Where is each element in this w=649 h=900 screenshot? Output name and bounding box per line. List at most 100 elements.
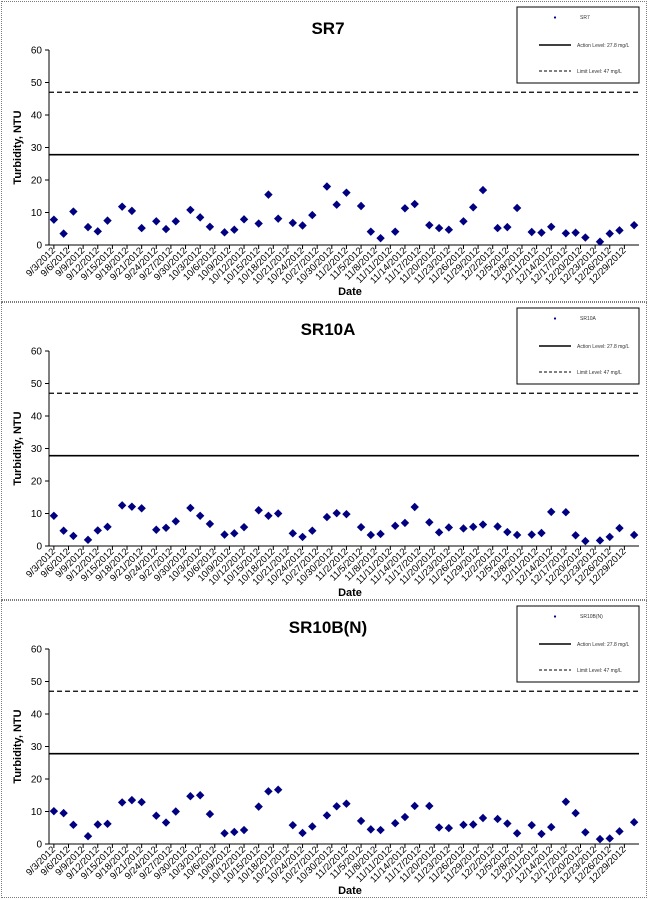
x-axis-label: Date bbox=[338, 587, 362, 599]
data-point bbox=[410, 199, 419, 209]
data-point bbox=[547, 222, 556, 231]
legend-label: Action Level: 27.8 mg/L bbox=[577, 344, 629, 350]
data-point bbox=[478, 185, 488, 195]
data-point bbox=[376, 825, 385, 835]
data-point bbox=[117, 202, 127, 211]
data-point bbox=[561, 508, 571, 517]
chart-panel-sr7: SR7 0 10 20 30 40 50 60 9/3/2012 9/6/2012 9/9/2012… bbox=[1, 1, 647, 302]
legend-label: Limit Level: 47 mg/L bbox=[577, 370, 622, 376]
data-point bbox=[117, 501, 127, 510]
y-tick-label: 40 bbox=[31, 710, 43, 721]
data-point bbox=[195, 511, 205, 520]
chart-panel-sr10b-n: SR10B(N) 0 10 20 30 40 50 60 9/3/2012 9/6/2012 9/9… bbox=[1, 600, 647, 898]
data-point bbox=[239, 522, 249, 532]
y-axis-label: Turbidity, NTU bbox=[12, 709, 24, 783]
data-point bbox=[444, 225, 454, 234]
data-point bbox=[288, 218, 298, 228]
data-point bbox=[83, 535, 93, 545]
legend-marker bbox=[553, 317, 557, 320]
data-point bbox=[152, 217, 161, 226]
data-point bbox=[171, 217, 180, 226]
data-point bbox=[512, 829, 522, 838]
data-point bbox=[390, 227, 400, 236]
data-point bbox=[161, 818, 171, 827]
data-point bbox=[527, 820, 536, 830]
y-tick-label: 30 bbox=[31, 444, 43, 455]
data-point bbox=[186, 205, 195, 215]
data-point bbox=[220, 530, 229, 539]
data-point bbox=[117, 798, 127, 807]
data-point bbox=[493, 814, 502, 824]
y-axis-label: Turbidity, NTU bbox=[12, 110, 24, 184]
y-tick-label: 0 bbox=[36, 241, 42, 252]
chart-sr7: SR701020304050609/3/20129/6/20129/9/2012… bbox=[12, 6, 640, 298]
data-point bbox=[239, 215, 249, 224]
legend-label: Action Level: 27.8 mg/L bbox=[577, 642, 629, 648]
data-point bbox=[469, 522, 478, 532]
data-point bbox=[459, 217, 468, 226]
data-point bbox=[322, 512, 332, 522]
data-point bbox=[434, 528, 444, 537]
data-point bbox=[561, 229, 571, 238]
y-tick-label: 20 bbox=[31, 477, 43, 488]
data-point bbox=[152, 525, 161, 534]
data-point bbox=[512, 203, 522, 213]
data-point bbox=[137, 504, 146, 513]
data-point bbox=[171, 807, 180, 816]
data-point bbox=[410, 502, 419, 512]
data-point bbox=[239, 825, 249, 835]
data-point bbox=[161, 224, 171, 234]
data-point bbox=[254, 506, 263, 515]
data-point bbox=[264, 787, 273, 796]
data-point bbox=[512, 530, 522, 540]
data-point bbox=[264, 190, 273, 199]
data-point bbox=[93, 227, 102, 236]
data-point bbox=[547, 507, 556, 517]
chart-sr10b-n: SR10B(N)01020304050609/3/20129/6/20129/9… bbox=[12, 605, 640, 897]
data-point bbox=[127, 206, 137, 216]
data-point bbox=[152, 811, 161, 820]
data-point bbox=[205, 222, 215, 231]
data-point bbox=[49, 806, 59, 816]
data-point bbox=[137, 797, 146, 807]
data-point bbox=[254, 219, 263, 228]
data-point bbox=[195, 791, 205, 800]
data-point bbox=[288, 820, 298, 830]
data-point bbox=[342, 509, 351, 519]
data-point bbox=[390, 819, 400, 828]
y-tick-label: 60 bbox=[31, 347, 43, 358]
data-point bbox=[503, 819, 512, 828]
data-point bbox=[137, 223, 146, 233]
data-point bbox=[220, 829, 229, 838]
data-point bbox=[230, 225, 239, 234]
y-tick-label: 60 bbox=[31, 46, 43, 57]
data-point bbox=[195, 213, 205, 222]
data-point bbox=[366, 825, 376, 834]
data-point bbox=[537, 228, 546, 237]
data-point bbox=[469, 820, 478, 829]
data-point bbox=[366, 227, 376, 236]
data-point bbox=[581, 828, 590, 837]
data-point bbox=[425, 518, 434, 527]
data-point bbox=[356, 201, 366, 211]
legend-label: Limit Level: 47 mg/L bbox=[577, 668, 622, 674]
y-tick-label: 30 bbox=[31, 143, 43, 154]
y-tick-label: 50 bbox=[31, 379, 43, 390]
data-point bbox=[59, 229, 68, 238]
data-point bbox=[527, 227, 536, 237]
data-point bbox=[503, 222, 512, 232]
data-point bbox=[605, 229, 614, 238]
data-point bbox=[425, 801, 434, 811]
data-point bbox=[561, 797, 571, 806]
data-point bbox=[581, 233, 590, 242]
data-point bbox=[425, 220, 434, 230]
data-point bbox=[332, 200, 341, 209]
data-point bbox=[444, 823, 454, 833]
data-point bbox=[376, 233, 385, 243]
data-point bbox=[205, 809, 215, 819]
data-point bbox=[400, 812, 410, 822]
y-tick-label: 50 bbox=[31, 78, 43, 89]
data-point bbox=[59, 808, 68, 818]
data-point bbox=[503, 527, 512, 537]
data-point bbox=[298, 221, 307, 230]
